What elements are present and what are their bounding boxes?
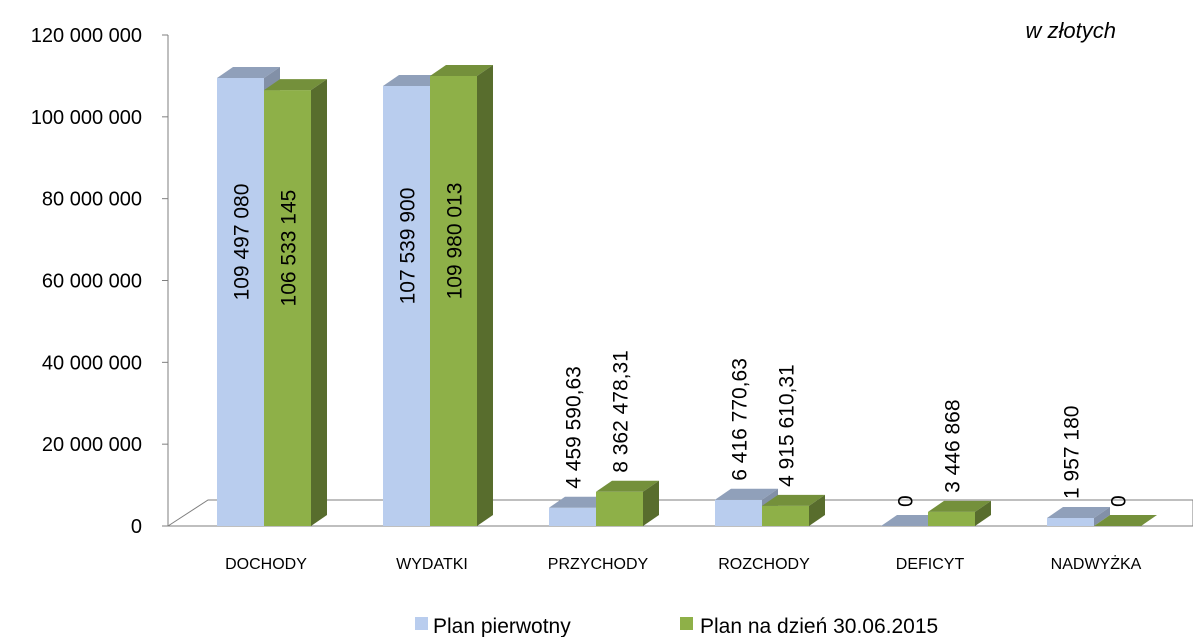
bar-top: [1047, 506, 1110, 518]
data-label: 4 459 590,63: [563, 366, 586, 489]
bar-front: [928, 511, 975, 526]
legend-label: Plan pierwotny: [433, 615, 571, 637]
bar-top: [1094, 515, 1157, 526]
data-label: 3 446 868: [942, 399, 965, 492]
data-labels: 109 497 080 106 533 145 107 539 900 109 980…: [231, 183, 1131, 507]
bar-front: [1047, 517, 1094, 526]
bar-side: [1094, 506, 1110, 526]
bar-top: [715, 488, 778, 500]
data-label: 109 497 080: [231, 184, 254, 301]
y-tick-label: 0: [131, 516, 142, 538]
bar-top: [762, 494, 825, 506]
x-axis-tick-labels: DOCHODY WYDATKI PRZYCHODY ROZCHODY DEFICYT NA…: [225, 554, 1142, 573]
legend-swatch: [415, 617, 428, 630]
bar-side: [643, 480, 659, 526]
legend-label: Plan na dzień 30.06.2015: [700, 615, 938, 637]
bar-plan-30-06-2015-4: [928, 500, 991, 526]
bar-plan-pierwotny-5: [1047, 506, 1110, 526]
legend-swatch: [680, 617, 693, 630]
x-tick-label: ROZCHODY: [718, 556, 810, 573]
x-tick-label: PRZYCHODY: [548, 556, 649, 573]
x-tick-label: NADWYŻKA: [1051, 554, 1142, 573]
y-tick-label: 20 000 000: [42, 434, 142, 456]
data-label: 6 416 770,63: [729, 358, 752, 481]
data-label: 109 980 013: [444, 183, 467, 300]
x-tick-label: WYDATKI: [396, 556, 468, 573]
bar-front: [217, 77, 264, 526]
legend-item: Plan pierwotny: [415, 615, 571, 637]
bar-side: [477, 64, 493, 526]
x-tick-label: DOCHODY: [225, 556, 307, 573]
y-tick-label: 60 000 000: [42, 271, 142, 293]
bar-front: [549, 507, 596, 526]
data-label: 0: [1108, 495, 1131, 507]
legend: Plan pierwotny Plan na dzień 30.06.2015: [415, 615, 938, 637]
y-tick-label: 100 000 000: [31, 107, 142, 129]
bar-top: [217, 66, 280, 78]
unit-note: w złotych: [1026, 18, 1116, 43]
y-tick-label: 40 000 000: [42, 352, 142, 374]
bar-front: [715, 499, 762, 526]
bar-plan-30-06-2015-3: [762, 494, 825, 526]
data-label: 1 957 180: [1061, 406, 1084, 499]
bar-front: [596, 491, 643, 526]
bar-side: [809, 494, 825, 526]
bar-series: [217, 64, 1157, 527]
data-label: 4 915 610,31: [776, 364, 799, 487]
bar-top: [430, 64, 493, 76]
bar-plan-30-06-2015-0: [264, 79, 327, 527]
y-tick-label: 120 000 000: [31, 25, 142, 47]
bar-plan-30-06-2015-2: [596, 480, 659, 526]
data-label: 106 533 145: [278, 190, 301, 307]
legend-item: Plan na dzień 30.06.2015: [680, 615, 938, 637]
bar-front: [762, 505, 809, 526]
bar-top: [596, 480, 659, 492]
y-axis-tick-labels: 0 20 000 000 40 000 000 60 000 000 80 000 00…: [31, 25, 168, 538]
bar-front: [264, 90, 311, 527]
data-label: 8 362 478,31: [610, 350, 633, 473]
bar-top: [928, 500, 991, 512]
y-tick-label: 80 000 000: [42, 189, 142, 211]
bar-side: [975, 500, 991, 526]
bar-plan-30-06-2015-1: [430, 64, 493, 526]
data-label: 0: [895, 495, 918, 507]
data-label: 107 539 900: [397, 188, 420, 305]
bar-side: [311, 79, 327, 527]
x-tick-label: DEFICYT: [896, 556, 965, 573]
bar-plan-30-06-2015-5: [1094, 515, 1157, 526]
bar-top: [264, 79, 327, 91]
bar-front: [383, 85, 430, 526]
bar-front: [430, 75, 477, 526]
